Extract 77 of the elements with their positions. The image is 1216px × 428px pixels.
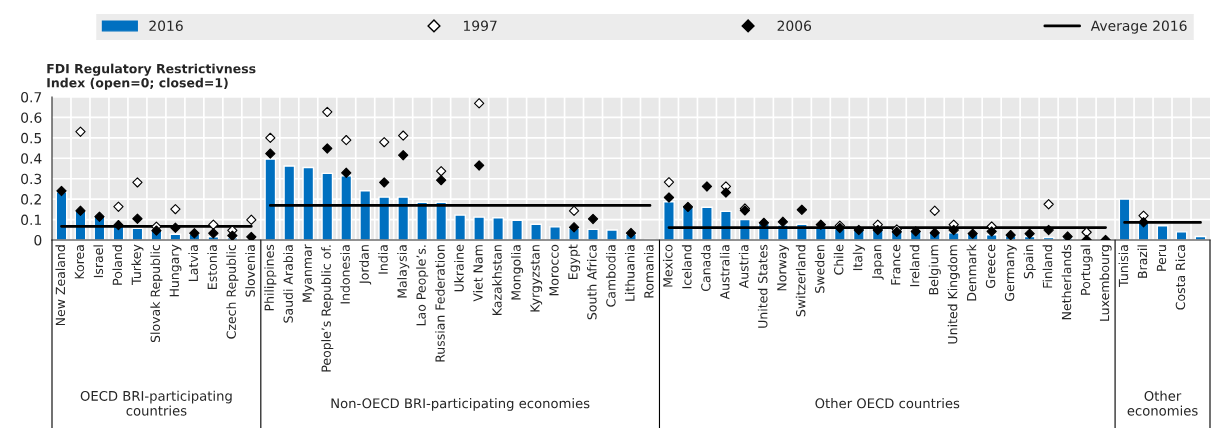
y-tick-label: 0.1: [21, 214, 41, 226]
x-tick-label: Australia: [719, 245, 730, 300]
x-tick-label: Turkey: [131, 244, 144, 285]
y-tick-label: 0.6: [21, 112, 42, 123]
x-tick-label: Mexico: [662, 244, 673, 287]
x-tick-label: India: [378, 245, 388, 274]
text: Other economies: [1127, 390, 1198, 416]
x-tick-label: Canada: [700, 245, 711, 292]
x-tick-label: Denmark: [966, 244, 977, 301]
x-tick-label: Czech Republic: [226, 244, 239, 339]
x-tick-label: New Zealand: [55, 245, 66, 326]
x-tick-label: South Africa: [586, 245, 597, 320]
x-tick-label: Iceland: [681, 245, 692, 289]
x-tick-label: Costa Rica: [1175, 245, 1186, 310]
text: Other OECD countries: [815, 398, 960, 409]
x-tick-label: Spain: [1023, 245, 1036, 279]
legend-label: 2006: [777, 20, 812, 32]
x-tick-label: Indonesia: [340, 245, 350, 304]
x-tick-label: Viet Nam: [473, 245, 483, 302]
x-tick-label: Finland: [1042, 245, 1053, 288]
x-tick-label: Jordan: [359, 245, 372, 285]
x-tick-label: Japan: [872, 245, 884, 280]
x-tick-label: Slovenia: [245, 245, 255, 297]
x-tick-label: Hungary: [169, 244, 182, 297]
x-tick-label: Morocco: [549, 244, 559, 296]
y-tick-label: 0.4: [21, 153, 42, 164]
x-tick-label: Portugal: [1080, 245, 1093, 295]
text: OECD BRI-participating countries: [80, 390, 232, 416]
x-tick-label: Norway: [777, 244, 789, 291]
x-tick-label: Italy: [852, 244, 865, 271]
x-tick-label: Luxembourg: [1099, 245, 1112, 321]
x-tick-label: Cambodia: [605, 245, 616, 307]
y-tick-label: 0.3: [21, 173, 42, 185]
x-tick-label: Estonia: [207, 245, 217, 289]
x-tick-label: Russian Federation: [435, 245, 445, 362]
y-tick-label: 0.5: [21, 132, 42, 144]
x-tick-label: Ireland: [909, 245, 920, 287]
x-tick-label: Lao People’s.: [416, 245, 429, 326]
x-tick-label: Peru: [1156, 245, 1167, 271]
y-axis-title: FDI Regulatory Restrictivness Index (open=0; closed=1): [47, 63, 256, 90]
x-tick-label: Switzerland: [795, 245, 806, 317]
legend-label: 2016: [149, 20, 183, 32]
x-tick-label: Mongolia: [511, 245, 524, 300]
legend-label: 1997: [463, 20, 497, 32]
text: Non-OECD BRI-participating economies: [331, 398, 590, 411]
x-tick-label: Saudi Arabia: [283, 245, 293, 323]
y-tick-label: 0.2: [21, 194, 41, 205]
x-tick-label: Malaysia: [397, 245, 410, 298]
x-tick-label: Kazakhstan: [492, 245, 502, 315]
x-tick-label: Romania: [643, 245, 654, 298]
x-tick-label: Austria: [738, 245, 749, 289]
legend-label: Average 2016: [1090, 20, 1187, 34]
x-tick-label: Egypt: [568, 244, 581, 280]
x-tick-label: Korea: [74, 245, 85, 279]
x-tick-label: Philippines: [264, 244, 277, 311]
x-tick-label: United States: [757, 244, 768, 328]
x-tick-label: France: [891, 244, 901, 285]
x-tick-label: Sweden: [814, 245, 825, 293]
x-tick-label: Ukraine: [454, 244, 464, 292]
x-tick-label: Greece: [985, 244, 996, 288]
x-tick-label: Belgium: [928, 245, 941, 295]
x-tick-label: Tunisia: [1118, 245, 1129, 287]
x-tick-label: Israel: [93, 245, 104, 278]
x-tick-label: Latvia: [188, 245, 198, 281]
x-tick-label: Germany: [1004, 244, 1017, 301]
x-tick-label: Chile: [833, 244, 844, 275]
x-tick-label: Kyrgyzstan: [530, 245, 543, 312]
x-tick-label: Myanmar: [302, 244, 315, 302]
x-tick-label: Slovak Republic: [150, 244, 163, 343]
x-tick-label: United Kingdom: [947, 245, 960, 344]
x-tick-label: People’s Republic of.: [321, 245, 334, 372]
y-tick-label: 0: [34, 234, 42, 246]
x-tick-label: Poland: [112, 245, 123, 285]
x-tick-label: Lithuania: [624, 245, 635, 301]
y-tick-label: 0.7: [21, 91, 42, 103]
x-tick-label: Brazil: [1137, 245, 1148, 278]
x-tick-label: Netherlands: [1061, 244, 1072, 320]
